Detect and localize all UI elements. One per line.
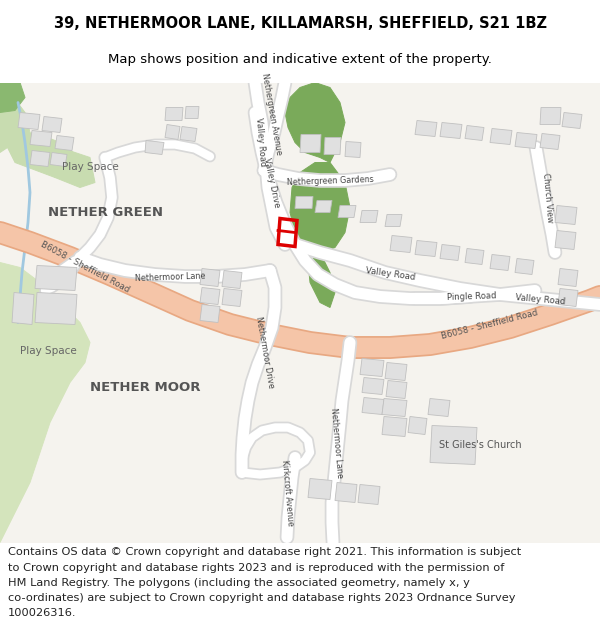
Text: B6058 - Sheffield Road: B6058 - Sheffield Road	[441, 308, 539, 341]
Text: Kirkcroft Avenue: Kirkcroft Avenue	[280, 459, 295, 526]
Polygon shape	[185, 106, 199, 119]
Polygon shape	[490, 254, 510, 271]
Text: Valley Road: Valley Road	[254, 118, 268, 168]
Text: Nethergreen Avenue: Nethergreen Avenue	[260, 73, 284, 156]
Polygon shape	[345, 141, 361, 158]
Text: co-ordinates) are subject to Crown copyright and database rights 2023 Ordnance S: co-ordinates) are subject to Crown copyr…	[8, 593, 515, 603]
Polygon shape	[145, 141, 164, 154]
Polygon shape	[415, 121, 437, 136]
Text: HM Land Registry. The polygons (including the associated geometry, namely x, y: HM Land Registry. The polygons (includin…	[8, 578, 470, 588]
Polygon shape	[338, 206, 356, 217]
Text: Valley Road: Valley Road	[515, 293, 565, 306]
Text: 39, NETHERMOOR LANE, KILLAMARSH, SHEFFIELD, S21 1BZ: 39, NETHERMOOR LANE, KILLAMARSH, SHEFFIE…	[53, 16, 547, 31]
Text: Play Space: Play Space	[62, 162, 118, 172]
Text: Play Space: Play Space	[20, 346, 76, 356]
Polygon shape	[428, 399, 450, 416]
Text: Contains OS data © Crown copyright and database right 2021. This information is : Contains OS data © Crown copyright and d…	[8, 548, 521, 558]
Polygon shape	[50, 148, 95, 188]
Polygon shape	[555, 231, 576, 249]
Polygon shape	[562, 112, 582, 129]
Polygon shape	[360, 211, 378, 222]
Polygon shape	[390, 236, 412, 252]
Polygon shape	[295, 196, 313, 209]
Polygon shape	[0, 82, 25, 112]
Polygon shape	[35, 292, 77, 324]
Polygon shape	[558, 269, 578, 286]
Polygon shape	[200, 269, 220, 286]
Polygon shape	[50, 152, 67, 166]
Polygon shape	[382, 399, 407, 416]
Polygon shape	[362, 398, 384, 414]
Polygon shape	[315, 201, 332, 212]
Polygon shape	[465, 126, 484, 141]
Polygon shape	[0, 82, 30, 152]
Polygon shape	[222, 271, 242, 289]
Polygon shape	[360, 359, 384, 376]
Polygon shape	[222, 289, 242, 306]
Polygon shape	[12, 292, 34, 324]
Polygon shape	[515, 259, 534, 274]
Text: Pingle Road: Pingle Road	[447, 291, 497, 302]
Text: Valley Road: Valley Road	[365, 266, 415, 282]
Polygon shape	[415, 241, 437, 256]
Polygon shape	[200, 288, 220, 304]
Polygon shape	[30, 131, 52, 146]
Polygon shape	[35, 266, 77, 291]
Polygon shape	[165, 107, 183, 121]
Polygon shape	[540, 134, 560, 149]
Polygon shape	[385, 362, 407, 381]
Polygon shape	[382, 416, 407, 436]
Text: Church View: Church View	[541, 173, 554, 222]
Polygon shape	[555, 206, 577, 224]
Polygon shape	[200, 304, 220, 322]
Text: to Crown copyright and database rights 2023 and is reproduced with the permissio: to Crown copyright and database rights 2…	[8, 562, 504, 572]
Text: Nethermoor Lane: Nethermoor Lane	[329, 407, 344, 478]
Text: 100026316.: 100026316.	[8, 609, 76, 619]
Polygon shape	[408, 416, 427, 434]
Polygon shape	[42, 116, 62, 132]
Polygon shape	[540, 107, 561, 124]
Polygon shape	[55, 136, 74, 151]
Polygon shape	[180, 126, 197, 141]
Polygon shape	[386, 381, 407, 399]
Polygon shape	[30, 151, 50, 166]
Text: Nethergreen Gardens: Nethergreen Gardens	[286, 174, 374, 186]
Text: Map shows position and indicative extent of the property.: Map shows position and indicative extent…	[108, 53, 492, 66]
Polygon shape	[385, 214, 402, 226]
Polygon shape	[440, 122, 462, 139]
Polygon shape	[300, 134, 321, 152]
Polygon shape	[290, 162, 350, 252]
Polygon shape	[490, 129, 512, 144]
Polygon shape	[18, 112, 40, 129]
Text: Valley Drive: Valley Drive	[262, 157, 281, 208]
Text: Nethermoor Drive: Nethermoor Drive	[254, 316, 276, 389]
Polygon shape	[0, 262, 90, 542]
Text: NETHER MOOR: NETHER MOOR	[90, 381, 200, 394]
Text: B6058 - Sheffield Road: B6058 - Sheffield Road	[39, 240, 131, 295]
Polygon shape	[165, 124, 180, 139]
Polygon shape	[285, 82, 345, 162]
Polygon shape	[5, 132, 80, 178]
Polygon shape	[335, 482, 357, 502]
Text: Nethermoor Lane: Nethermoor Lane	[134, 272, 205, 283]
Polygon shape	[515, 132, 537, 149]
Text: NETHER GREEN: NETHER GREEN	[47, 206, 163, 219]
Text: St Giles's Church: St Giles's Church	[439, 439, 521, 449]
Polygon shape	[362, 378, 384, 394]
Polygon shape	[308, 479, 332, 499]
Polygon shape	[430, 426, 477, 464]
Polygon shape	[324, 138, 341, 154]
Polygon shape	[440, 244, 460, 261]
Polygon shape	[358, 484, 380, 504]
Polygon shape	[308, 253, 335, 308]
Polygon shape	[465, 249, 484, 264]
Polygon shape	[558, 289, 578, 306]
